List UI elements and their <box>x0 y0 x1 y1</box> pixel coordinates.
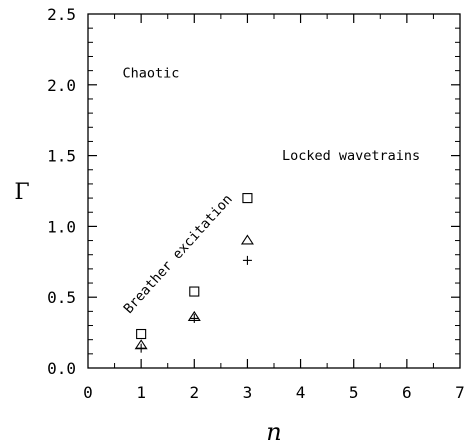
triangle-marker <box>240 234 254 245</box>
axis-ticks <box>88 14 460 368</box>
square-marker <box>242 193 253 204</box>
x-tick-label: 7 <box>455 383 465 402</box>
x-tick-label: 5 <box>349 383 359 402</box>
plus-marker <box>136 343 146 353</box>
y-tick-label: 2.0 <box>47 76 76 95</box>
x-tick-label: 6 <box>402 383 412 402</box>
y-axis-label: Γ <box>14 180 29 205</box>
tick-labels: 0 1 2 3 4 5 6 7 0.0 0.5 1.0 1.5 2.0 2.5 <box>47 5 465 402</box>
square-marker <box>189 286 200 297</box>
annotations: Chaotic Locked wavetrains Breather excitat… <box>121 66 421 317</box>
data-points <box>134 193 254 353</box>
y-tick-label: 1.5 <box>47 147 76 166</box>
y-tick-label: 1.0 <box>47 217 76 236</box>
x-tick-label: 1 <box>136 383 146 402</box>
square-marker <box>136 328 147 340</box>
y-tick-label: 0.5 <box>47 288 76 307</box>
x-tick-label: 0 <box>83 383 93 402</box>
annotation-label: Chaotic <box>123 66 180 82</box>
x-tick-label: 2 <box>189 383 199 402</box>
x-tick-label: 3 <box>243 383 253 402</box>
annotation-label: Locked wavetrains <box>282 148 420 164</box>
x-axis-label: n <box>266 418 281 446</box>
plus-marker <box>242 255 252 265</box>
x-tick-label: 4 <box>296 383 306 402</box>
y-tick-label: 2.5 <box>47 5 76 24</box>
plus-marker <box>189 313 199 323</box>
y-tick-label: 0.0 <box>47 359 76 378</box>
annotation-label: Breather excitation <box>121 191 236 316</box>
